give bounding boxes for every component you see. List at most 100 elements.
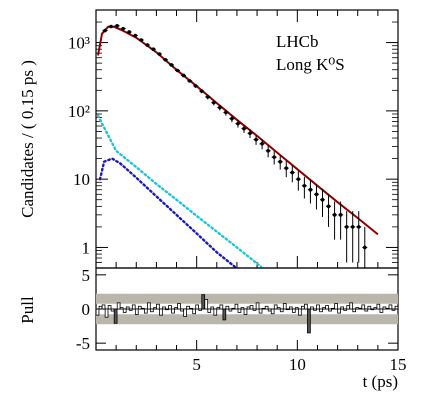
pull-bar: [382, 306, 387, 310]
pull-bar: [325, 305, 329, 310]
pull-bar: [270, 308, 275, 315]
data-point: [199, 89, 204, 93]
pull-bar: [355, 307, 360, 310]
pull-bar: [276, 307, 281, 310]
data-point: [163, 57, 168, 62]
pull-bar: [177, 303, 181, 310]
pull-bar: [234, 303, 239, 310]
data-point: [320, 197, 325, 202]
pull-bar: [370, 308, 375, 311]
data-point: [362, 245, 367, 250]
pull-bar: [282, 303, 287, 310]
pull-bar: [334, 303, 338, 310]
pull-bar: [198, 308, 203, 311]
pull-bar: [310, 306, 314, 310]
pull-band: [96, 293, 398, 304]
data-point: [290, 170, 295, 175]
pull-bar: [264, 305, 269, 310]
pull-bar: [116, 302, 121, 310]
data-point: [344, 225, 349, 229]
pull-bar: [376, 303, 381, 310]
data-point: [157, 52, 162, 56]
pull-bar: [134, 308, 139, 315]
pull-bar: [204, 299, 209, 310]
pull-bar: [328, 308, 332, 312]
pull-bar: [252, 308, 257, 311]
pull-bar: [388, 304, 393, 310]
pull-bar: [301, 305, 305, 310]
pull-bar: [261, 307, 266, 310]
data-point: [230, 116, 234, 121]
pull-bar: [162, 306, 166, 310]
data-point: [187, 79, 192, 83]
sample-label: Long K⁰S: [276, 55, 345, 74]
data-point: [254, 137, 258, 142]
pull-bar: [352, 308, 357, 313]
pull-bar: [331, 307, 335, 310]
pull-bar: [195, 304, 200, 310]
data-point: [332, 213, 337, 217]
pull-band: [96, 314, 398, 325]
pull-bar: [174, 307, 178, 310]
data-point: [326, 204, 331, 209]
pull-bar: [319, 308, 323, 313]
pull-bar: [183, 308, 187, 317]
pull-bar: [231, 307, 236, 310]
pull-bar: [104, 308, 109, 318]
pull-y-axis-label: Pull: [18, 296, 37, 324]
pull-bar: [156, 303, 160, 310]
pull-bar: [140, 307, 145, 310]
pull-bar: [340, 306, 344, 310]
pull-bar: [95, 308, 100, 316]
pull-axis-ticks: -5 0 5 5 10 15: [76, 266, 407, 374]
pull-bar: [216, 307, 221, 310]
pull-bar: [143, 308, 148, 314]
data-point: [139, 38, 144, 42]
data-point: [278, 159, 283, 164]
pull-bar: [168, 305, 172, 310]
pull-bar: [165, 308, 169, 311]
pull-bar: [246, 306, 251, 310]
pull-bar: [249, 305, 254, 310]
data-point: [181, 73, 186, 78]
main-data-points: [102, 24, 368, 268]
pull-bar: [171, 308, 175, 314]
data-point: [121, 26, 125, 31]
data-point: [284, 166, 289, 170]
pull-bar: [110, 308, 115, 312]
pull-bar: [243, 308, 248, 315]
pull-bar: [131, 304, 136, 310]
data-point: [272, 155, 276, 159]
pull-bar: [298, 308, 302, 316]
data-point: [169, 63, 174, 67]
data-point: [308, 187, 313, 192]
data-point: [133, 33, 138, 38]
pull-bar: [358, 307, 363, 310]
pull-bar: [137, 305, 142, 310]
pull-bar: [258, 308, 263, 314]
pull-bar: [128, 308, 133, 311]
pull-bar: [346, 305, 351, 310]
main-axis-ticks: 1 10 10² 10³: [68, 9, 399, 269]
data-point: [260, 141, 264, 146]
data-point: [193, 84, 198, 88]
data-point: [115, 24, 119, 28]
pull-plot-panel: -5 0 5 5 10 15 Pull t (ps): [18, 266, 407, 391]
pull-bar: [192, 308, 196, 315]
pull-bar: [361, 304, 366, 310]
data-point: [242, 126, 246, 131]
main-y-tick-label: 1: [82, 238, 91, 257]
main-y-axis-label: Candidates / ( 0.15 ps ): [18, 60, 37, 218]
pull-bar: [288, 306, 293, 310]
pull-bar: [294, 307, 299, 310]
pull-y-tick-label: 0: [82, 300, 91, 319]
pull-bar: [150, 308, 154, 313]
pull-bar: [337, 308, 341, 314]
pull-bar: [113, 308, 118, 324]
fit-component-curve-2: [96, 114, 263, 268]
data-point: [145, 43, 150, 47]
pull-bar: [349, 302, 354, 310]
data-point: [350, 225, 355, 229]
data-point: [236, 121, 240, 126]
data-point: [103, 28, 107, 33]
